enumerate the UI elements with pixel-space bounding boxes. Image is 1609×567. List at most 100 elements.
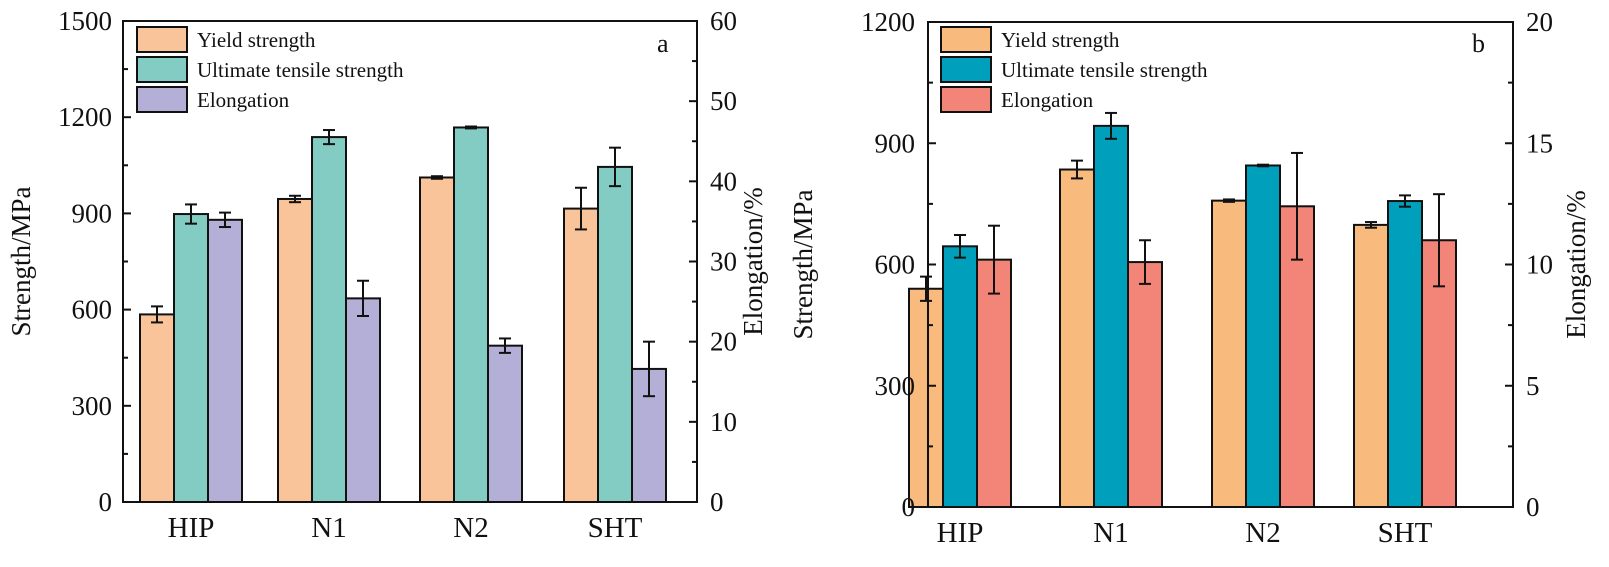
- legend-label: Elongation: [197, 88, 290, 112]
- legend-swatch: [136, 56, 188, 83]
- legend-label: Yield strength: [1001, 28, 1120, 52]
- right-tick-label: 0: [710, 487, 724, 517]
- bar-hip-ultimate-tensile-strength: [942, 245, 978, 508]
- left-tick-label: 900: [72, 198, 113, 228]
- y-axis-title-right: Elongation/%: [1561, 190, 1591, 338]
- right-tick-label: 60: [710, 6, 737, 36]
- left-tick-label: 300: [72, 391, 113, 421]
- x-tick-label: N1: [311, 512, 346, 544]
- error-bar: [920, 275, 932, 302]
- left-tick-label: 1200: [861, 7, 915, 37]
- panel-letter: a: [657, 29, 669, 58]
- bar-n1-ultimate-tensile-strength: [1093, 124, 1129, 509]
- error-bar: [465, 125, 477, 130]
- error-bar: [151, 305, 163, 324]
- legend-swatch: [940, 26, 992, 53]
- right-tick-label: 10: [1526, 250, 1553, 280]
- bar-n1-yield-strength: [277, 197, 313, 503]
- bar-sht-ultimate-tensile-strength: [597, 165, 633, 504]
- legend-swatch: [940, 56, 992, 83]
- bar-hip-ultimate-tensile-strength: [173, 213, 209, 504]
- panel-letter: b: [1472, 29, 1485, 58]
- left-tick-label: 1200: [58, 102, 112, 132]
- error-bar: [357, 279, 369, 318]
- error-bar: [219, 211, 231, 229]
- error-bar: [1365, 221, 1377, 229]
- right-tick-label: 50: [710, 86, 737, 116]
- error-bar: [323, 129, 335, 146]
- chart-panel-b: 0 300 600 900 1200 0 5 10 15 20 HIP N1 N2 SHT Strength…: [788, 7, 1591, 549]
- legend-swatch: [940, 86, 992, 113]
- left-tick-label: 0: [99, 487, 113, 517]
- y-axis-title-right: Elongation/%: [738, 187, 768, 335]
- y-axis-title-left: Strength/MPa: [788, 189, 818, 339]
- y-axis-title-left: Strength/MPa: [6, 186, 36, 336]
- bar-n1-yield-strength: [1059, 168, 1095, 508]
- right-tick-label: 40: [710, 166, 737, 196]
- legend: Yield strength Ultimate tensile strength E…: [940, 26, 1208, 113]
- bar-n1-elongation: [345, 297, 381, 504]
- x-tick-label: HIP: [937, 517, 984, 549]
- x-tick-label: N2: [453, 512, 488, 544]
- bar-n1-elongation: [1127, 261, 1163, 509]
- error-bar: [1291, 151, 1303, 261]
- error-bar: [1139, 239, 1151, 285]
- error-bar: [643, 340, 655, 398]
- legend-label: Ultimate tensile strength: [1001, 58, 1208, 82]
- error-bar: [609, 146, 621, 188]
- x-tick-label: HIP: [168, 512, 215, 544]
- bar-sht-yield-strength: [563, 207, 599, 503]
- error-bar: [988, 224, 1000, 295]
- error-bar: [1257, 163, 1269, 168]
- bar-n2-yield-strength: [419, 176, 455, 504]
- bar-hip-yield-strength: [139, 313, 175, 503]
- error-bar: [1071, 159, 1083, 180]
- bar-n2-yield-strength: [1211, 199, 1247, 508]
- legend-label: Elongation: [1001, 88, 1094, 112]
- error-bar: [431, 175, 443, 180]
- left-tick-label: 600: [72, 295, 113, 325]
- bar-hip-elongation: [976, 258, 1012, 508]
- bar-sht-elongation: [631, 367, 667, 503]
- right-tick-label: 0: [1526, 492, 1540, 522]
- error-bar: [499, 337, 511, 354]
- legend-swatch: [136, 26, 188, 53]
- bar-hip-yield-strength: [908, 287, 944, 508]
- right-tick-label: 5: [1526, 371, 1540, 401]
- left-tick-label: 900: [875, 128, 916, 158]
- bar-n2-ultimate-tensile-strength: [1245, 164, 1281, 509]
- right-tick-label: 15: [1526, 128, 1553, 158]
- bar-sht-yield-strength: [1353, 223, 1389, 508]
- x-tick-label: SHT: [1378, 517, 1433, 549]
- error-bar: [1433, 193, 1445, 288]
- legend: Yield strength Ultimate tensile strength E…: [136, 26, 404, 113]
- x-tick-label: SHT: [588, 512, 643, 544]
- legend-swatch: [136, 86, 188, 113]
- left-tick-label: 600: [875, 250, 916, 280]
- error-bar: [1105, 111, 1117, 140]
- left-tick-label: 300: [875, 371, 916, 401]
- legend-label: Yield strength: [197, 28, 316, 52]
- bar-n2-elongation: [487, 344, 523, 503]
- chart-panel-a: 0 300 600 900 1200 1500 0 10 20 30 40 50 60 HIP N1 N2 SH…: [6, 6, 768, 544]
- error-bar: [289, 194, 301, 204]
- bar-sht-ultimate-tensile-strength: [1387, 200, 1423, 508]
- legend-label: Ultimate tensile strength: [197, 58, 404, 82]
- right-tick-label: 30: [710, 247, 737, 277]
- bar-n1-ultimate-tensile-strength: [311, 136, 347, 503]
- error-bar: [1223, 198, 1235, 203]
- left-tick-label: 0: [902, 492, 916, 522]
- error-bar: [185, 203, 197, 225]
- error-bar: [954, 233, 966, 259]
- right-tick-label: 10: [710, 407, 737, 437]
- error-bar: [575, 186, 587, 231]
- bar-n2-ultimate-tensile-strength: [453, 126, 489, 503]
- error-bar: [1399, 194, 1411, 208]
- x-tick-label: N1: [1093, 517, 1128, 549]
- left-tick-label: 1500: [58, 6, 112, 36]
- x-tick-label: N2: [1245, 517, 1280, 549]
- right-tick-label: 20: [710, 327, 737, 357]
- right-tick-label: 20: [1526, 7, 1553, 37]
- bar-hip-elongation: [207, 218, 243, 504]
